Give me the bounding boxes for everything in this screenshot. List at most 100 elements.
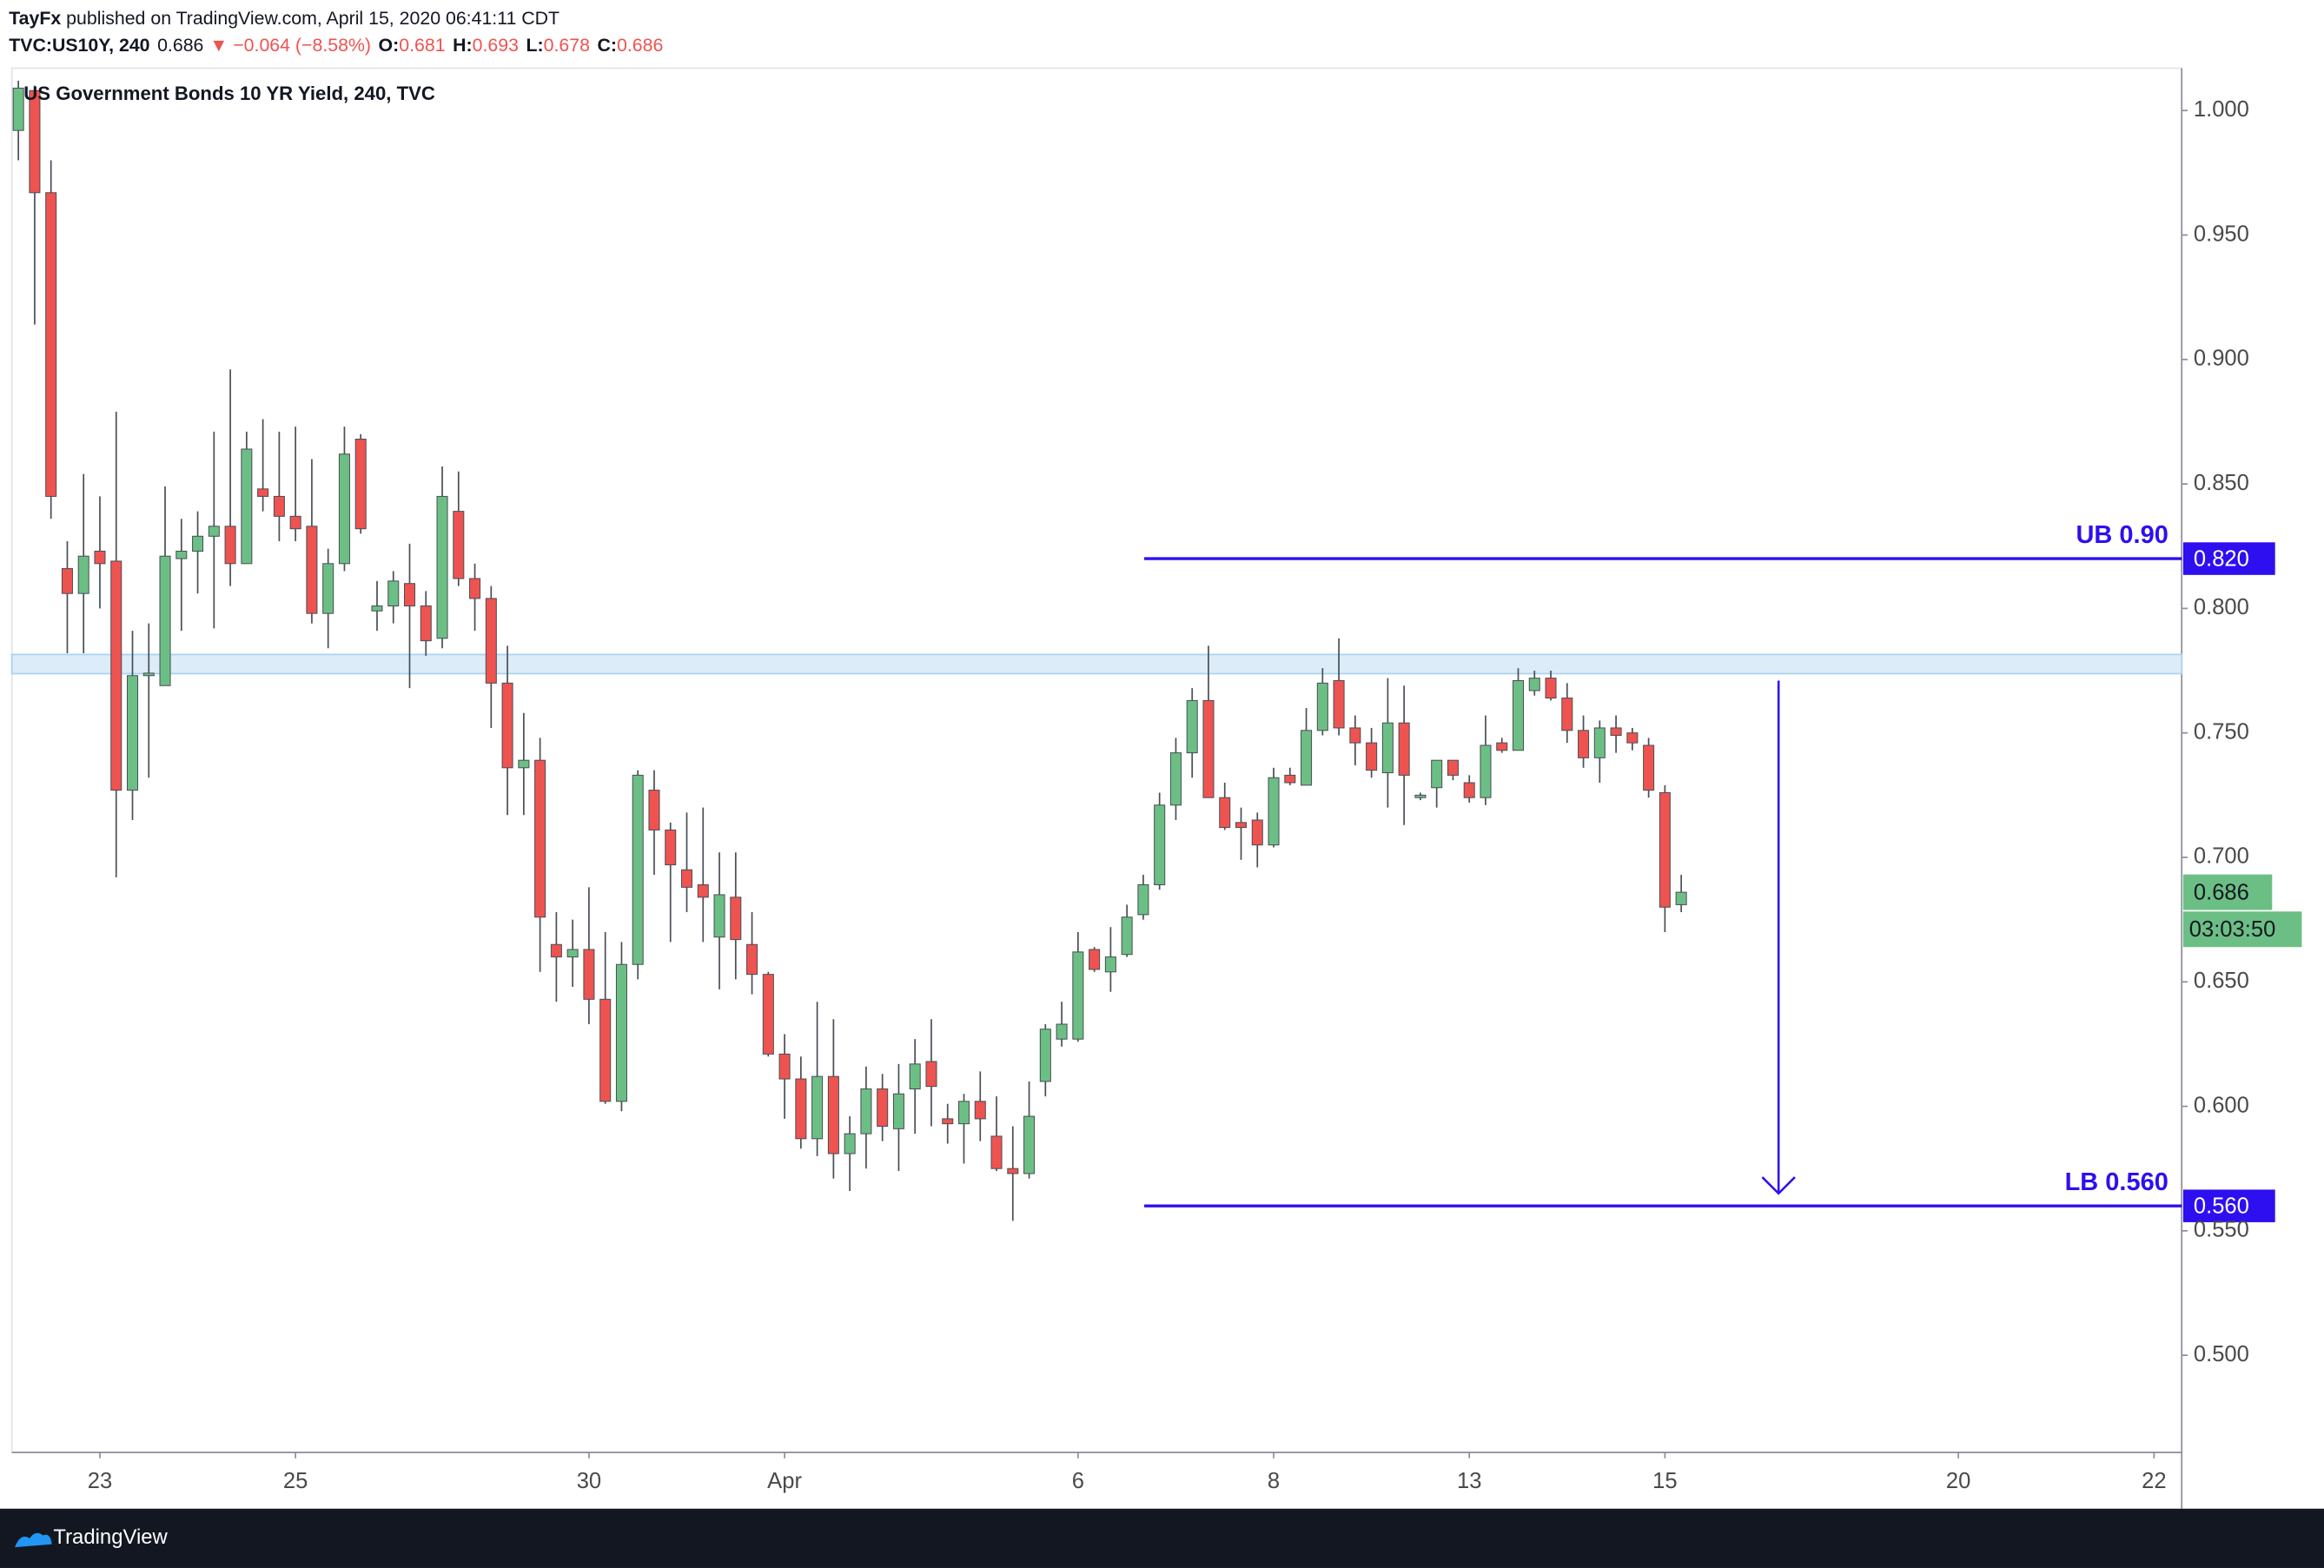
candle-body: [1414, 794, 1427, 798]
y-tick-label: 0.800: [2194, 595, 2249, 619]
candle-body: [1039, 1029, 1051, 1082]
candle-body: [680, 869, 693, 888]
y-tick-label: 0.950: [2194, 222, 2249, 246]
candle-body: [746, 943, 758, 976]
candle-body: [925, 1061, 937, 1088]
y-tick-label: 0.650: [2194, 969, 2249, 993]
candle-body: [322, 563, 334, 614]
candle-body: [1007, 1168, 1019, 1174]
candle-body: [436, 495, 448, 639]
candle-body: [387, 580, 400, 607]
candle-body: [1381, 722, 1394, 774]
candle-body: [1349, 727, 1361, 744]
last-price-tag: [2182, 874, 2273, 910]
candle-body: [257, 488, 269, 497]
candle-body: [892, 1093, 904, 1129]
candle-body: [192, 535, 204, 552]
x-tick-label: Apr: [767, 1469, 802, 1493]
candle-body: [1219, 797, 1231, 829]
x-tick-label: 8: [1268, 1469, 1280, 1493]
ohlc-value: 0.678: [544, 35, 590, 56]
footer-bar: [0, 1508, 2324, 1568]
candle-body: [1675, 891, 1687, 905]
candle-body: [778, 1053, 791, 1080]
y-tick-label: 0.600: [2194, 1093, 2249, 1117]
candle-body: [974, 1101, 986, 1120]
candle-body: [1398, 722, 1410, 776]
change: ▼ −0.064 (−8.58%): [209, 35, 371, 56]
candle-body: [957, 1101, 970, 1125]
ohlc-key: C:: [597, 35, 617, 56]
candle-body: [208, 526, 220, 537]
candle-body: [273, 495, 285, 517]
candle-body: [730, 896, 742, 941]
candle-body: [453, 511, 465, 579]
candle-body: [1268, 777, 1280, 846]
candle-body: [1366, 742, 1378, 771]
resistance-zone: [10, 653, 2183, 675]
candle-body: [1528, 678, 1540, 691]
y-tick-label: 0.550: [2194, 1218, 2249, 1242]
candle-body: [1056, 1023, 1068, 1040]
candle-body: [1154, 804, 1166, 886]
countdown-label: 03:03:50: [2189, 917, 2276, 942]
candle-body: [1643, 744, 1655, 791]
y-tick-label: 0.750: [2194, 719, 2249, 744]
level-tag: [2182, 1189, 2275, 1222]
candle-body: [420, 605, 432, 642]
candle-body: [1578, 730, 1590, 758]
candle-body: [1431, 759, 1443, 789]
candle-body: [1251, 819, 1263, 846]
candle-body: [371, 605, 383, 612]
level-tag-label: 0.560: [2194, 1194, 2249, 1219]
x-tick-label: 15: [1652, 1469, 1677, 1493]
candle-body: [1447, 759, 1459, 776]
x-tick-label: 20: [1946, 1469, 1970, 1493]
quote: TVC:US10Y, 240 0.686 ▼ −0.064 (−8.58%) O:0.…: [9, 35, 663, 56]
candle-body: [1316, 682, 1328, 731]
candle-body: [615, 963, 627, 1102]
candle-body: [1463, 782, 1475, 798]
candle-body: [1561, 698, 1573, 731]
last-price-label: 0.686: [2194, 881, 2249, 905]
level-tag: [2182, 542, 2275, 575]
candle-body: [1496, 742, 1508, 751]
x-tick-label: 22: [2142, 1469, 2166, 1493]
y-tick-label: 0.850: [2194, 471, 2249, 495]
candle-body: [1480, 744, 1492, 798]
level-label: LB 0.560: [2065, 1168, 2168, 1196]
logo-icon: [15, 1532, 52, 1548]
candle-body: [403, 583, 416, 607]
arrow-head: [1761, 1176, 1796, 1195]
candle-body: [1301, 730, 1313, 786]
x-tick-label: 25: [283, 1469, 308, 1493]
candle-body: [844, 1133, 856, 1154]
candle-body: [77, 555, 89, 594]
x-tick-label: 23: [88, 1469, 112, 1493]
candle-body: [29, 89, 41, 194]
candle-body: [713, 894, 725, 938]
footer-brand: TradingView: [53, 1525, 168, 1549]
candle-body: [1186, 699, 1198, 754]
level-label: UB 0.90: [2076, 521, 2168, 549]
author: TayFx: [9, 8, 61, 29]
candle-body: [501, 682, 513, 769]
candle-body: [306, 526, 318, 614]
candle-body: [518, 759, 530, 769]
candle-body: [534, 759, 546, 918]
candle-body: [126, 675, 139, 791]
candle-body: [45, 192, 57, 497]
ohlc-value: 0.693: [473, 35, 519, 56]
candle-body: [1545, 678, 1557, 699]
candle-body: [110, 560, 122, 791]
candle-body: [354, 439, 367, 530]
candle-body: [1137, 883, 1149, 916]
x-tick-label: 6: [1072, 1469, 1084, 1493]
candle-body: [61, 568, 73, 594]
candle-body: [860, 1088, 872, 1135]
candle-body: [224, 526, 236, 565]
candle-body: [159, 555, 171, 686]
candle-body: [665, 829, 677, 866]
candle-body: [1169, 752, 1182, 806]
